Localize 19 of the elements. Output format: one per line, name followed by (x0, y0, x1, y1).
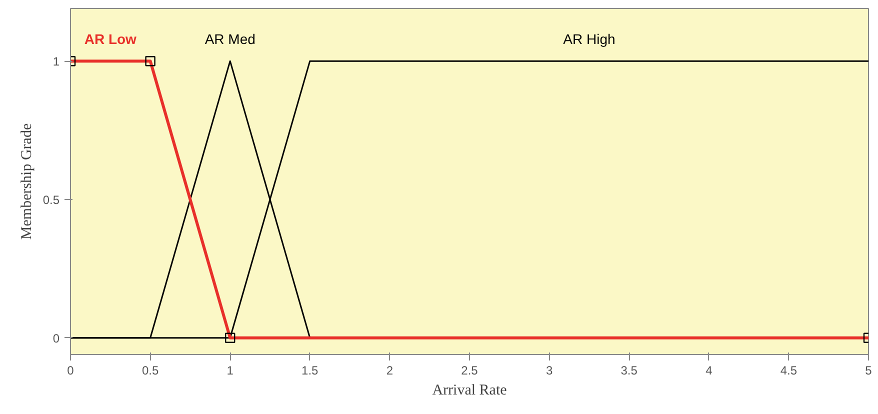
x-tick-label: 2.5 (461, 364, 478, 378)
series-label: AR Med (204, 30, 256, 47)
x-tick-label: 3 (546, 364, 553, 378)
y-tick-label: 0.5 (42, 192, 60, 207)
x-axis-title: Arrival Rate (432, 382, 508, 398)
x-tick-label: 4.5 (780, 364, 798, 378)
y-axis-title: Membership Grade (18, 123, 35, 240)
x-tick-label: 0.5 (142, 364, 159, 378)
x-tick-label: 4 (706, 364, 713, 378)
x-tick-label: 5 (865, 364, 872, 378)
series-label: AR Low (84, 30, 137, 47)
y-tick-label: 0 (52, 331, 60, 346)
x-tick-label: 3.5 (620, 364, 638, 378)
series-label: AR High (563, 30, 616, 47)
x-tick-label: 1.5 (302, 364, 319, 378)
y-tick-label: 1 (52, 54, 60, 69)
x-tick-label: 1 (226, 364, 234, 378)
x-tick-label: 0 (67, 364, 74, 378)
x-tick-label: 2 (386, 364, 394, 378)
